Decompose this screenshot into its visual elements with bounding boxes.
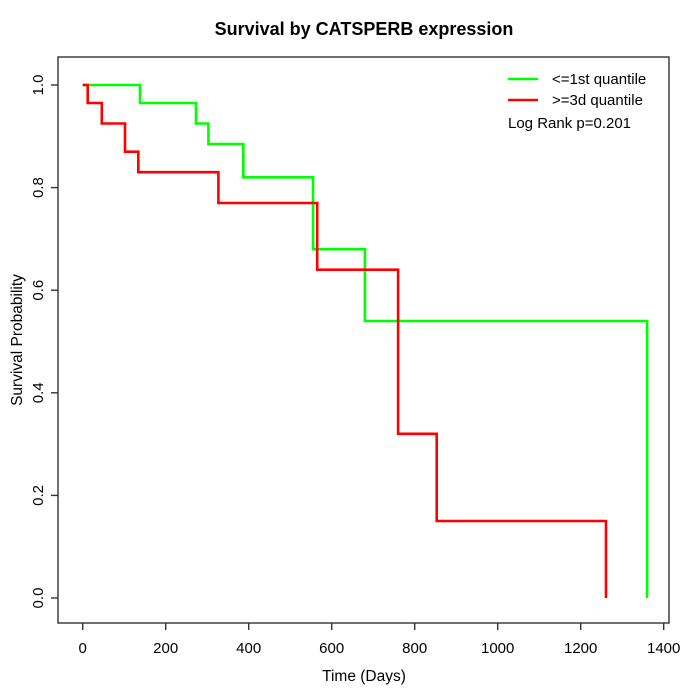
y-tick-label: 0.2 <box>30 485 47 506</box>
x-tick-label: 1400 <box>647 640 680 657</box>
y-axis-title: Survival Probability <box>9 274 26 406</box>
x-tick-label: 600 <box>319 640 344 657</box>
y-tick-label: 0.8 <box>30 177 47 198</box>
plot-border-box <box>57 56 670 624</box>
y-tick-label: 0.6 <box>30 280 47 301</box>
x-tick-label: 400 <box>236 640 261 657</box>
km-curve-green <box>82 83 649 598</box>
survival-curves <box>82 83 649 598</box>
y-tick-label: 0.4 <box>30 382 47 403</box>
y-tick-label: 0.0 <box>30 588 47 609</box>
legend-label-third-quantile: >=3d quantile <box>552 92 643 109</box>
x-tick-label: 200 <box>153 640 178 657</box>
x-tick-label: 800 <box>402 640 427 657</box>
x-tick-label: 1000 <box>481 640 514 657</box>
x-tick-label: 0 <box>79 640 87 657</box>
logrank-pvalue-annotation: Log Rank p=0.201 <box>508 115 631 132</box>
chart-title: Survival by CATSPERB expression <box>215 19 514 39</box>
x-axis: 0 200 400 600 800 1000 1200 1400 <box>79 623 680 657</box>
y-axis: 0.0 0.2 0.4 0.6 0.8 1.0 <box>30 75 58 609</box>
y-tick-label: 1.0 <box>30 75 47 96</box>
km-curve-red <box>82 83 608 598</box>
legend: <=1st quantile >=3d quantile Log Rank p=… <box>508 71 646 132</box>
x-tick-label: 1200 <box>564 640 597 657</box>
x-axis-title: Time (Days) <box>322 668 406 685</box>
legend-label-first-quantile: <=1st quantile <box>552 71 646 88</box>
